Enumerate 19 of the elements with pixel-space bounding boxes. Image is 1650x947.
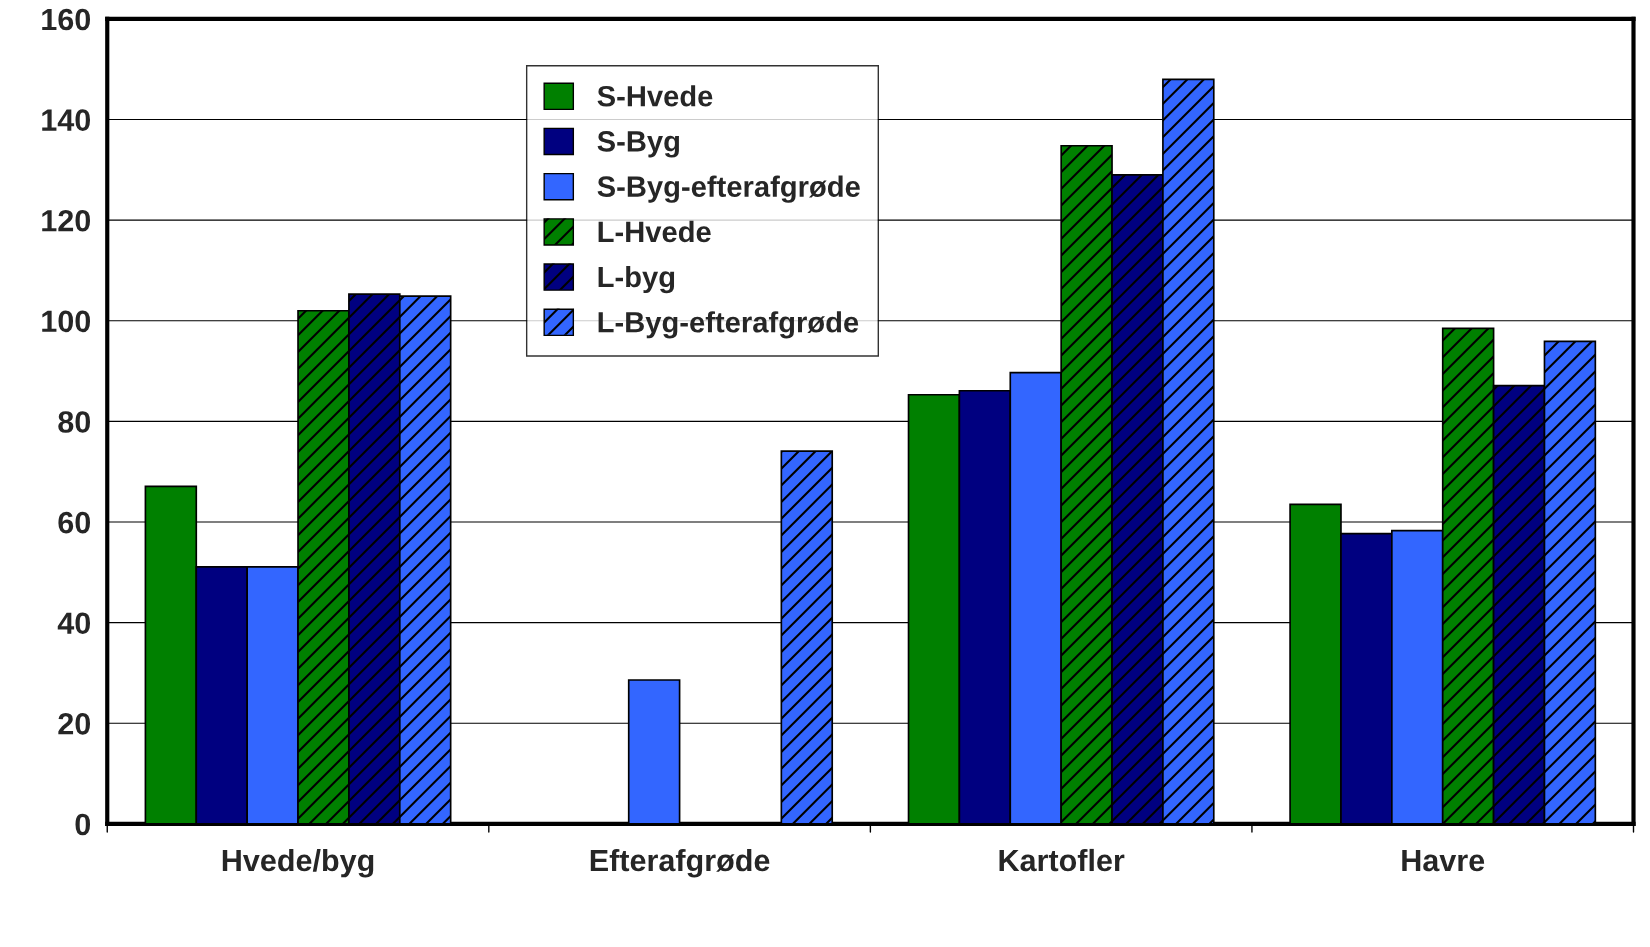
y-tick-label: 120 [42,209,91,232]
x-tick-label: Kartofler [999,848,1125,872]
x-tick-label: Havre [1402,850,1485,872]
y-tick-label: 20 [58,713,91,735]
legend-label: S-Byg [597,131,679,158]
legend-label: S-Hvede [597,85,713,107]
legend-label: L-Hvede [598,220,711,243]
legend-label: L-Byg-efterafgrøde [598,311,859,339]
y-tick-label: 140 [42,109,91,131]
y-tick-label: 60 [58,511,91,534]
y-tick-label: 160 [42,8,91,31]
y-tick-label: 0 [75,813,91,836]
legend-label: S-Byg-efterafgrøde [597,175,860,203]
y-tick-label: 80 [58,411,91,433]
y-tick-label: 100 [42,310,91,333]
legend-label: L-byg [598,265,675,294]
x-tick-label: Hvede/byg [222,848,374,878]
y-tick-label: 40 [57,612,91,635]
x-tick-label: Efterafgrøde [590,848,770,878]
